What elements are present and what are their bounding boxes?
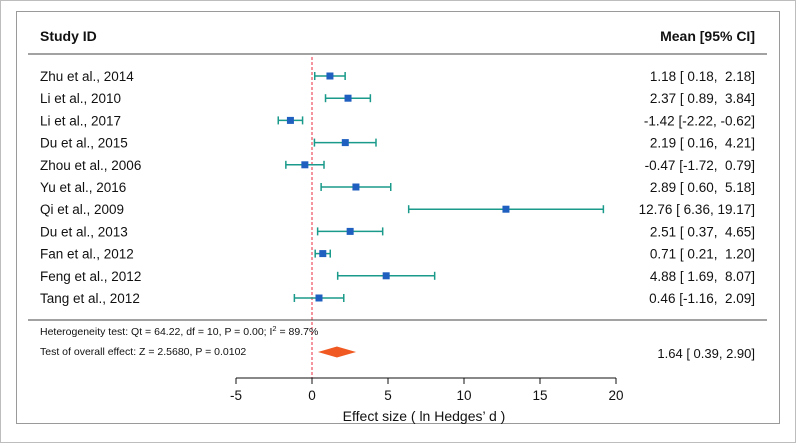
ci-value-text: 0.46 [-1.16, 2.09] (649, 291, 755, 306)
ci-value-text: 12.76 [ 6.36, 19.17] (639, 202, 755, 217)
x-tick-label: 15 (532, 388, 547, 403)
study-label: Zhu et al., 2014 (40, 69, 134, 84)
x-tick-label: -5 (230, 388, 242, 403)
heterogeneity-test: Heterogeneity test: Qt = 64.22, df = 10,… (40, 324, 318, 338)
study-row: Li et al., 2010 2.37 [ 0.89, 3.84] (40, 91, 755, 106)
ci-value-text: 0.71 [ 0.21, 1.20] (650, 247, 755, 262)
ci-value-text: 1.18 [ 0.18, 2.18] (650, 69, 755, 84)
study-row: Tang et al., 2012 0.46 [-1.16, 2.09] (40, 291, 755, 306)
study-row: Qi et al., 2009 12.76 [ 6.36, 19.17] (40, 202, 755, 217)
ci-value-text: 2.19 [ 0.16, 4.21] (650, 136, 755, 151)
study-id-header: Study ID (40, 28, 97, 44)
overall-effect-test: Test of overall effect: Z = 2.5680, P = … (40, 346, 246, 358)
study-label: Qi et al., 2009 (40, 202, 124, 217)
point-estimate-marker (352, 183, 360, 191)
mean-ci-header: Mean [95% CI] (660, 28, 755, 44)
point-estimate-marker (319, 250, 327, 258)
x-tick-label: 20 (608, 388, 623, 403)
study-row: Zhu et al., 2014 1.18 [ 0.18, 2.18] (40, 69, 755, 84)
ci-value-text: 2.51 [ 0.37, 4.65] (650, 224, 755, 239)
plot-frame (16, 11, 780, 424)
study-label: Tang et al., 2012 (40, 291, 140, 306)
study-label: Du et al., 2015 (40, 136, 128, 151)
point-estimate-marker (341, 139, 349, 147)
study-row: Yu et al., 2016 2.89 [ 0.60, 5.18] (40, 180, 755, 195)
study-row: Du et al., 2013 2.51 [ 0.37, 4.65] (40, 224, 755, 239)
x-tick-label: 10 (456, 388, 471, 403)
ci-value-text: 2.89 [ 0.60, 5.18] (650, 180, 755, 195)
x-tick-label: 0 (308, 388, 316, 403)
study-row: Feng et al., 2012 4.88 [ 1.69, 8.07] (40, 269, 755, 284)
study-label: Du et al., 2013 (40, 224, 128, 239)
study-label: Yu et al., 2016 (40, 180, 126, 195)
study-label: Li et al., 2017 (40, 113, 121, 128)
study-row: Zhou et al., 2006 -0.47 [-1.72, 0.79] (40, 158, 755, 173)
study-label: Li et al., 2010 (40, 91, 121, 106)
point-estimate-marker (382, 272, 390, 280)
overall-ci-text: 1.64 [ 0.39, 2.90] (657, 346, 755, 361)
point-estimate-marker (301, 161, 309, 169)
overall-effect-diamond (317, 346, 357, 358)
study-label: Fan et al., 2012 (40, 247, 134, 262)
ci-value-text: 2.37 [ 0.89, 3.84] (650, 91, 755, 106)
point-estimate-marker (326, 72, 334, 80)
x-tick-label: 5 (384, 388, 392, 403)
point-estimate-marker (344, 94, 352, 102)
study-label: Feng et al., 2012 (40, 269, 141, 284)
ci-value-text: -1.42 [-2.22, -0.62] (644, 113, 755, 128)
point-estimate-marker (346, 227, 354, 235)
ci-value-text: -0.47 [-1.72, 0.79] (645, 158, 755, 173)
point-estimate-marker (286, 116, 294, 124)
study-row: Li et al., 2017 -1.42 [-2.22, -0.62] (40, 113, 755, 128)
ci-value-text: 4.88 [ 1.69, 8.07] (650, 269, 755, 284)
x-axis: -5 0 5 10 15 20 (230, 377, 624, 403)
point-estimate-marker (315, 294, 323, 302)
study-row: Du et al., 2015 2.19 [ 0.16, 4.21] (40, 136, 755, 151)
point-estimate-marker (502, 205, 510, 213)
study-label: Zhou et al., 2006 (40, 158, 141, 173)
x-axis-label: Effect size ( ln Hedges’ d ) (343, 408, 506, 424)
study-row: Fan et al., 2012 0.71 [ 0.21, 1.20] (40, 247, 755, 262)
study-rows: Zhu et al., 2014 1.18 [ 0.18, 2.18] Li et … (40, 69, 755, 306)
